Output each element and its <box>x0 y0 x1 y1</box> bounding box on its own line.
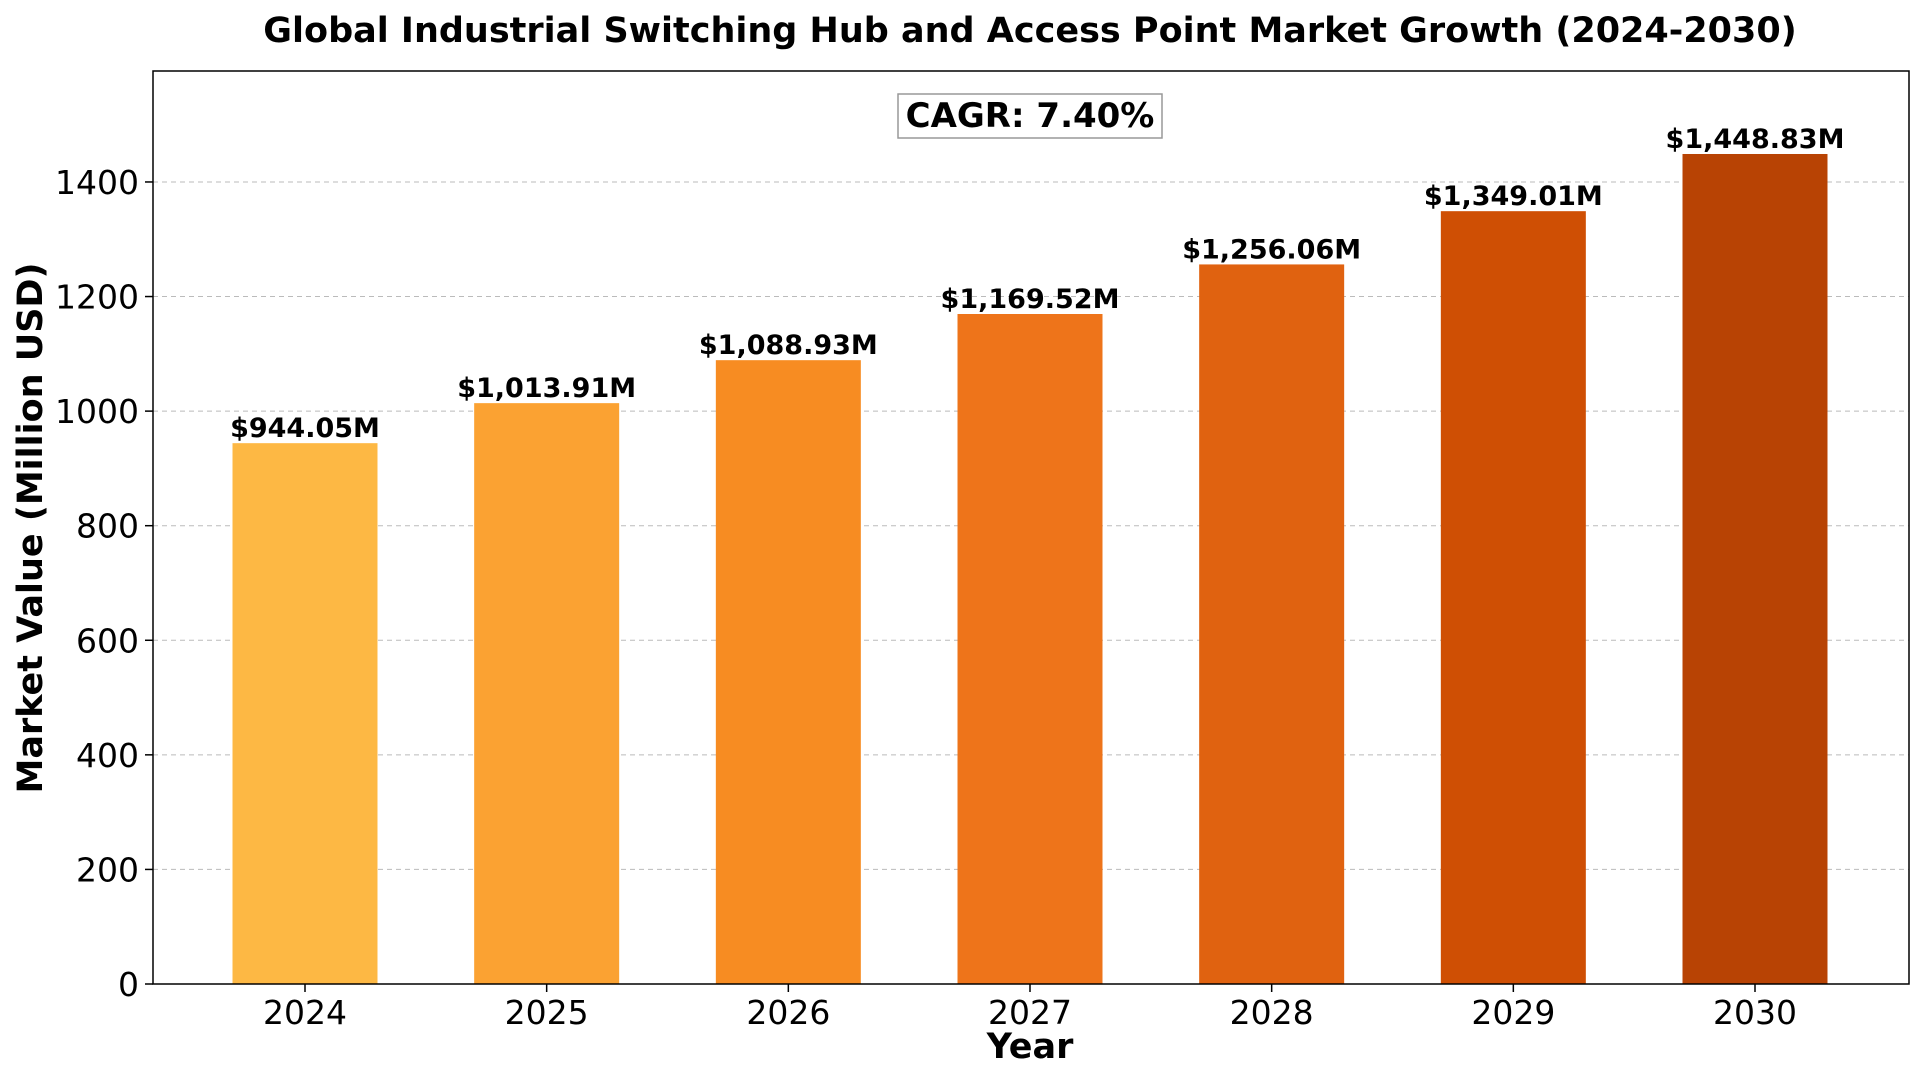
data-labels: $944.05M $1,013.91M $1,088.93M $1,169.52M $1… <box>230 124 1844 444</box>
bar <box>1199 264 1345 984</box>
cagr-annotation: CAGR: 7.40% <box>897 93 1163 139</box>
cagr-label: CAGR: 7.40% <box>906 96 1155 136</box>
bar <box>232 443 378 984</box>
x-tick-label: 2029 <box>1471 993 1555 1032</box>
bar <box>957 314 1103 985</box>
y-tick-label: 1400 <box>55 163 139 202</box>
bar-value-label: $1,013.91M <box>457 373 636 404</box>
y-tick-label: 400 <box>76 736 139 775</box>
y-tick-label: 1000 <box>55 392 139 431</box>
x-tick-label: 2026 <box>746 993 830 1032</box>
bar <box>1440 211 1586 985</box>
cagr-box <box>897 93 1163 139</box>
y-tick-label: 200 <box>76 850 139 889</box>
y-axis: 0 200 400 600 800 1000 1200 1400 <box>55 163 153 1004</box>
bar <box>1682 153 1828 984</box>
x-tick-label: 2024 <box>263 993 347 1032</box>
bar <box>474 403 620 984</box>
x-axis: 2024 2025 2026 2027 2028 2029 2030 <box>263 984 1797 1032</box>
bar-value-label: $944.05M <box>230 413 380 444</box>
x-tick-label: 2028 <box>1230 993 1314 1032</box>
y-axis-title: Market Value (Million USD) <box>11 263 51 794</box>
x-tick-label: 2027 <box>988 993 1072 1032</box>
x-axis-title: Year <box>986 1027 1074 1067</box>
plot-frame <box>152 70 1910 985</box>
chart-title: Global Industrial Switching Hub and Acce… <box>263 11 1796 51</box>
y-tick-label: 0 <box>118 965 139 1004</box>
y-tick-label: 600 <box>76 621 139 660</box>
bar <box>715 360 861 985</box>
bar-value-label: $1,448.83M <box>1666 124 1845 155</box>
bar-value-label: $1,088.93M <box>699 330 878 361</box>
x-tick-label: 2030 <box>1713 993 1797 1032</box>
x-tick-label: 2025 <box>505 993 589 1032</box>
bar-value-label: $1,256.06M <box>1182 234 1361 265</box>
y-tick-label: 1200 <box>55 278 139 317</box>
bars <box>232 153 1828 985</box>
y-tick-label: 800 <box>76 507 139 546</box>
bar-value-label: $1,169.52M <box>941 284 1120 315</box>
bar-value-label: $1,349.01M <box>1424 181 1603 212</box>
